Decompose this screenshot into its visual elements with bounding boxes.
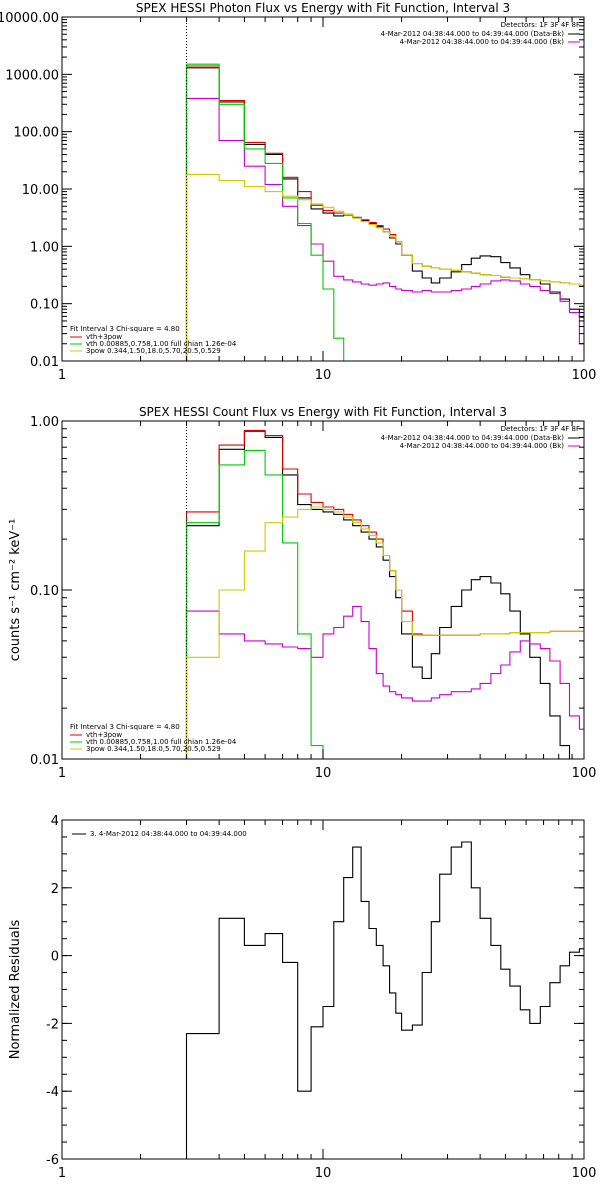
x-tick-label: 1 (58, 766, 66, 781)
x-tick-label: 100 (572, 368, 597, 383)
y-tick-label: 0.10 (30, 298, 59, 313)
series-line-3pow (185, 173, 584, 361)
plot-frame (61, 819, 585, 1160)
series-line-residuals (185, 841, 584, 1159)
y-tick-label: 0.10 (30, 584, 59, 599)
legend-item-label: 4-Mar-2012 04:38:44.000 to 04:39:44.000 … (400, 442, 565, 450)
legend-item-label: vth 0.00885,0.758,1.00 full chian 1.26e-… (86, 738, 237, 746)
legend-fit-header: Fit Interval 3 Chi-square = 4.80 (70, 325, 180, 333)
y-tick-label: 10.00 (22, 183, 59, 198)
legend-item-label: 4-Mar-2012 04:38:44.000 to 04:39:44.000 … (381, 434, 565, 442)
legend-item-label: vth+3pow (86, 731, 122, 739)
x-tick-label: 100 (572, 766, 597, 781)
y-tick-label: 0.01 (30, 355, 59, 370)
y-tick-label: -4 (46, 1085, 59, 1100)
photon-flux-panel: SPEX HESSI Photon Flux vs Energy with Fi… (0, 1, 596, 383)
legend-item-label: 4-Mar-2012 04:38:44.000 to 04:39:44.000 … (381, 30, 565, 38)
plot-frame (61, 420, 585, 760)
series-line-vth (185, 449, 324, 759)
y-tick-label: 1.00 (30, 415, 59, 430)
plot-frame (61, 16, 585, 362)
y-axis-label: counts s⁻¹ cm⁻² keV⁻¹ (8, 519, 23, 662)
series-line-vth-3pow (185, 65, 584, 361)
y-tick-label: 100.00 (14, 126, 60, 141)
legend-item-label: 3. 4-Mar-2012 04:38:44.000 to 04:39:44.0… (90, 830, 247, 838)
legend-fit-header: Fit Interval 3 Chi-square = 4.80 (70, 723, 180, 731)
legend-item-label: 4-Mar-2012 04:38:44.000 to 04:39:44.000 … (400, 38, 565, 46)
y-tick-label: 2 (51, 882, 59, 897)
series-line-data-bk (185, 67, 584, 361)
legend-detectors: Detectors: 1F 3F 4F 8F (501, 21, 580, 29)
y-tick-label: 1.00 (30, 240, 59, 255)
residuals-panel: 1 10 100 4 2 0 -2 -4 -6 Normalized Residuals 3. 4-… (8, 814, 596, 1181)
x-tick-label: 1 (58, 368, 66, 383)
y-tick-label: 0.01 (30, 753, 59, 768)
series-line-vth (185, 63, 345, 361)
series-line-data-bk (185, 430, 571, 759)
chart-title: SPEX HESSI Photon Flux vs Energy with Fi… (136, 1, 510, 15)
series-line-3pow (185, 506, 584, 759)
x-tick-label: 1 (58, 1166, 66, 1181)
y-axis-label: Normalized Residuals (8, 920, 23, 1060)
legend-item-label: vth 0.00885,0.758,1.00 full chian 1.26e-… (86, 340, 237, 348)
legend-item-label: 3pow 0.344,1.50,18.0,5.70,20.5,0.529 (86, 347, 221, 355)
x-tick-label: 100 (572, 1166, 597, 1181)
x-tick-label: 10 (315, 766, 332, 781)
y-tick-label: 1000.00 (5, 68, 59, 83)
y-tick-label: 4 (51, 814, 59, 829)
y-tick-label: -2 (46, 1017, 59, 1032)
legend-item-label: 3pow 0.344,1.50,18.0,5.70,20.5,0.529 (86, 745, 221, 753)
series-line-bk (185, 605, 584, 759)
x-tick-label: 10 (315, 368, 332, 383)
y-tick-label: 10000.00 (0, 11, 59, 26)
legend-item-label: vth+3pow (86, 333, 122, 341)
series-line-bk (185, 97, 584, 361)
y-tick-label: -6 (46, 1153, 59, 1168)
legend-detectors: Detectors: 1F 3F 4F 8F (501, 425, 580, 433)
series-line-vth-3pow (185, 429, 584, 759)
count-flux-panel: SPEX HESSI Count Flux vs Energy with Fit… (8, 405, 597, 781)
y-tick-label: 0 (51, 950, 59, 965)
x-tick-label: 10 (315, 1166, 332, 1181)
chart-title: SPEX HESSI Count Flux vs Energy with Fit… (139, 405, 507, 419)
